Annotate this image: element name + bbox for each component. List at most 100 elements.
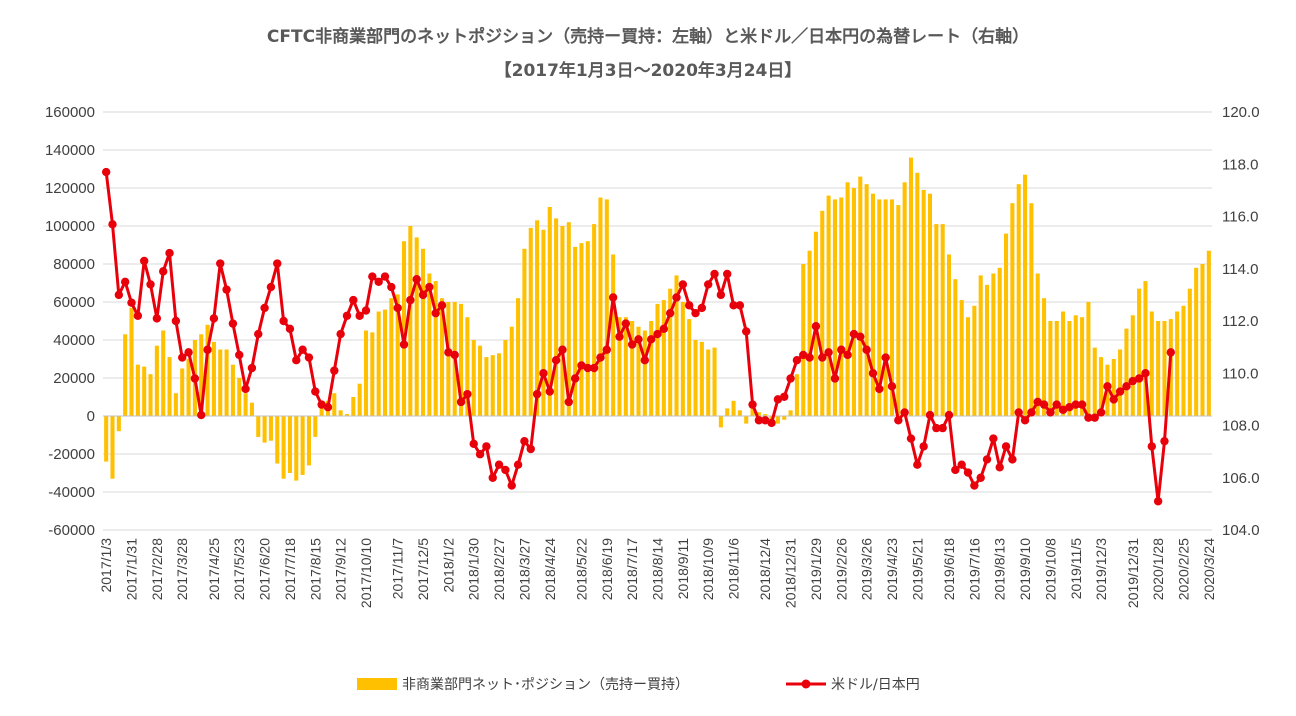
right-tick-label: 112.0 xyxy=(1222,313,1258,330)
line-point xyxy=(513,460,523,469)
bar xyxy=(116,416,121,432)
line-point xyxy=(507,481,516,490)
left-tick-label: 0 xyxy=(87,408,95,425)
line-point xyxy=(1065,403,1074,412)
bar xyxy=(294,416,299,481)
bar xyxy=(794,374,799,416)
line-point xyxy=(228,319,238,328)
bar xyxy=(820,210,825,416)
bar xyxy=(319,406,324,416)
line-point xyxy=(564,397,573,407)
line-point xyxy=(380,272,390,281)
bar xyxy=(281,416,286,479)
bar xyxy=(1175,311,1180,416)
line-point xyxy=(1008,455,1017,464)
bar xyxy=(896,205,901,416)
line-point xyxy=(932,423,941,433)
x-tick-label: 2017/1/3 xyxy=(98,538,114,593)
x-tick-label: 2018/8/14 xyxy=(650,538,666,600)
line-point xyxy=(640,355,650,365)
bar xyxy=(484,357,489,416)
x-tick-label: 2019/2/26 xyxy=(833,538,849,600)
x-axis: 2017/1/3 2017/1/31 2017/2/28 2017/3/28 2017/… xyxy=(98,538,1217,608)
line-point xyxy=(1128,376,1137,386)
line-point xyxy=(241,384,250,394)
bar xyxy=(148,374,153,416)
line-point xyxy=(469,439,478,448)
bar xyxy=(845,182,850,416)
line-point xyxy=(678,280,688,289)
bar xyxy=(1048,321,1053,416)
line-point xyxy=(235,350,244,360)
x-tick-label: 2017/4/25 xyxy=(206,538,222,600)
x-tick-label: 2018/7/17 xyxy=(624,538,640,600)
line-point xyxy=(875,384,884,394)
x-tick-label: 2019/10/8 xyxy=(1042,538,1058,600)
left-tick-label: 120000 xyxy=(45,180,95,197)
line-point xyxy=(304,353,314,362)
bar xyxy=(446,302,451,416)
bar xyxy=(218,349,223,416)
bar xyxy=(167,357,172,416)
bar xyxy=(573,246,578,416)
line-point xyxy=(634,335,643,344)
legend-bar-label: 非商業部門ネット･ポジション（売持ー買持） xyxy=(402,677,689,693)
bar xyxy=(440,298,445,416)
right-tick-label: 118.0 xyxy=(1222,156,1258,173)
bar xyxy=(978,275,983,416)
bar xyxy=(877,199,882,416)
bar xyxy=(1187,288,1192,416)
line-point xyxy=(697,303,707,313)
x-tick-label: 2018/9/11 xyxy=(675,538,691,599)
line-point xyxy=(995,463,1004,472)
line-point xyxy=(330,366,339,375)
line-point xyxy=(957,460,966,469)
bar xyxy=(427,273,432,416)
bar xyxy=(382,309,388,416)
line-point xyxy=(1134,374,1144,383)
line-point xyxy=(349,295,358,305)
bar xyxy=(604,199,609,416)
bar xyxy=(1149,311,1154,416)
bar xyxy=(731,400,736,416)
x-tick-label: 2018/2/27 xyxy=(491,538,507,600)
bar-series xyxy=(104,157,1211,481)
bar xyxy=(497,353,502,416)
line-point xyxy=(672,293,681,302)
line-point xyxy=(159,267,168,276)
bar xyxy=(205,324,210,416)
line-point xyxy=(1160,436,1169,446)
x-tick-label: 2019/7/16 xyxy=(966,538,982,600)
bar xyxy=(750,406,755,416)
bar xyxy=(414,237,419,416)
line-point xyxy=(1001,442,1011,451)
bar xyxy=(287,416,292,473)
line-point xyxy=(799,350,808,360)
line-point xyxy=(203,345,212,354)
line-point xyxy=(729,301,738,310)
bar xyxy=(1143,281,1148,416)
line-point xyxy=(811,322,821,331)
line-point xyxy=(843,350,852,360)
x-tick-label: 2018/11/6 xyxy=(726,538,742,599)
line-point xyxy=(139,256,149,266)
bar xyxy=(883,199,888,416)
bar xyxy=(1124,328,1129,416)
bar xyxy=(585,241,590,416)
x-tick-label: 2017/3/28 xyxy=(174,538,190,600)
bar xyxy=(1042,298,1047,416)
line-point xyxy=(761,416,770,425)
bar xyxy=(123,334,128,416)
x-tick-label: 2017/5/23 xyxy=(231,538,247,600)
line-point xyxy=(120,277,130,287)
line-point xyxy=(222,285,231,294)
bar xyxy=(313,416,318,437)
line-point xyxy=(317,400,326,409)
bar xyxy=(706,349,711,416)
bar xyxy=(503,340,508,416)
line-point xyxy=(982,455,992,464)
line-point xyxy=(1122,382,1131,391)
bar xyxy=(395,294,400,416)
line-point xyxy=(913,460,922,469)
